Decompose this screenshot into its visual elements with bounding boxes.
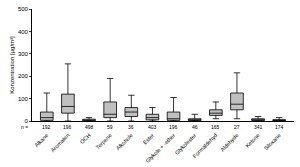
- svg-text:Aromaten: Aromaten: [49, 132, 70, 153]
- svg-text:27: 27: [234, 124, 240, 130]
- svg-text:300: 300: [18, 51, 29, 57]
- svg-text:Alkane: Alkane: [33, 132, 49, 148]
- svg-text:Alkohole: Alkohole: [115, 132, 134, 151]
- svg-text:0: 0: [25, 118, 29, 124]
- svg-text:n =: n =: [21, 124, 28, 130]
- svg-text:196: 196: [169, 124, 178, 130]
- svg-text:OCH: OCH: [79, 132, 92, 145]
- svg-text:Formaldehyd: Formaldehyd: [192, 132, 219, 159]
- svg-text:100: 100: [18, 96, 29, 102]
- svg-text:46: 46: [192, 124, 198, 130]
- svg-text:Glykole + -ether: Glykole + -ether: [144, 132, 176, 164]
- svg-text:Siloxane: Siloxane: [263, 132, 282, 151]
- svg-text:Glykolester: Glykolester: [174, 132, 198, 156]
- svg-text:341: 341: [254, 124, 263, 130]
- svg-text:500: 500: [18, 6, 29, 12]
- svg-text:59: 59: [107, 124, 113, 130]
- svg-text:Terpene: Terpene: [95, 132, 113, 150]
- svg-text:192: 192: [42, 124, 51, 130]
- svg-text:400: 400: [18, 29, 29, 35]
- svg-text:Aldehyde: Aldehyde: [219, 132, 239, 152]
- svg-text:36: 36: [128, 124, 134, 130]
- svg-text:403: 403: [148, 124, 157, 130]
- svg-text:174: 174: [275, 124, 284, 130]
- svg-text:Ketone: Ketone: [244, 132, 261, 149]
- svg-text:196: 196: [63, 124, 72, 130]
- svg-text:165: 165: [211, 124, 220, 130]
- svg-text:Ester: Ester: [142, 132, 155, 145]
- svg-text:Konzentration [µg/m³]: Konzentration [µg/m³]: [9, 36, 15, 94]
- svg-text:200: 200: [18, 73, 29, 79]
- svg-text:498: 498: [85, 124, 94, 130]
